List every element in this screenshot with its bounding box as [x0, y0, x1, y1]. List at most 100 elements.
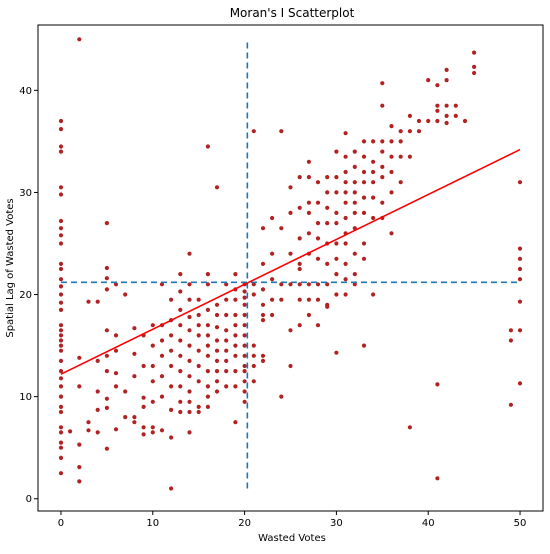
data-point: [288, 363, 293, 369]
data-point: [58, 323, 64, 328]
data-point: [205, 323, 210, 328]
data-point: [141, 404, 146, 409]
x-tick-label: 10: [146, 518, 159, 529]
chart-title: Moran's I Scatterplot: [230, 6, 355, 20]
data-point: [306, 210, 311, 215]
data-point: [325, 205, 330, 210]
data-point: [453, 103, 458, 108]
data-point: [205, 343, 210, 348]
data-point: [58, 384, 64, 389]
data-point: [58, 127, 64, 132]
data-point: [306, 297, 311, 302]
data-point: [169, 384, 174, 389]
data-point: [325, 304, 330, 309]
data-point: [435, 108, 440, 113]
data-point: [361, 241, 367, 246]
data-point: [214, 312, 220, 318]
data-point: [196, 363, 201, 369]
data-point: [141, 432, 146, 437]
data-point: [95, 407, 100, 412]
data-point: [169, 486, 174, 491]
data-point: [416, 118, 422, 124]
data-point: [196, 348, 201, 353]
data-point: [187, 282, 192, 287]
data-point: [58, 218, 64, 224]
data-point: [214, 325, 220, 330]
data-point: [407, 425, 412, 430]
data-point: [343, 200, 348, 205]
data-point: [150, 379, 155, 384]
data-point: [196, 333, 201, 338]
y-tick-label: 20: [19, 290, 32, 301]
data-point: [104, 328, 109, 333]
data-point: [214, 358, 220, 363]
data-point: [288, 210, 293, 215]
data-point: [297, 266, 302, 272]
data-point: [334, 241, 339, 246]
data-point: [270, 215, 275, 221]
data-point: [352, 282, 357, 287]
data-point: [325, 175, 330, 180]
data-point: [178, 307, 183, 312]
data-point: [104, 369, 109, 374]
data-point: [352, 272, 357, 277]
data-point: [224, 282, 229, 287]
data-point: [178, 384, 183, 389]
data-point: [113, 282, 119, 287]
data-point: [104, 287, 109, 292]
data-point: [242, 323, 247, 328]
data-point: [77, 479, 82, 484]
data-point: [343, 215, 348, 221]
data-point: [187, 409, 192, 415]
data-point: [104, 353, 109, 358]
data-point: [224, 297, 229, 302]
data-point: [334, 190, 339, 195]
data-point: [77, 465, 82, 470]
data-point: [86, 428, 91, 433]
data-point: [178, 399, 183, 404]
data-point: [343, 154, 348, 159]
data-point: [315, 236, 321, 241]
x-axis-label: Wasted Votes: [258, 533, 326, 544]
data-point: [297, 297, 302, 302]
data-point: [150, 343, 155, 348]
data-point: [187, 389, 192, 394]
data-point: [389, 169, 394, 175]
data-point: [58, 192, 64, 197]
y-tick-label: 0: [26, 494, 32, 505]
data-point: [58, 328, 64, 333]
data-point: [233, 297, 238, 302]
data-point: [288, 185, 293, 190]
data-point: [325, 221, 330, 226]
data-point: [352, 200, 357, 205]
data-point: [214, 379, 220, 384]
data-point: [380, 200, 385, 205]
data-point: [352, 164, 357, 169]
data-point: [113, 427, 119, 432]
data-point: [58, 440, 64, 445]
data-point: [123, 389, 128, 394]
y-tick-label: 10: [19, 392, 32, 403]
data-point: [205, 272, 210, 277]
data-point: [334, 210, 339, 215]
data-point: [233, 343, 238, 348]
data-point: [334, 256, 339, 261]
data-point: [380, 175, 385, 180]
data-point: [260, 353, 266, 358]
data-point: [58, 226, 64, 231]
data-point: [58, 277, 64, 282]
data-point: [123, 415, 128, 420]
data-point: [159, 338, 165, 343]
data-point: [77, 355, 82, 360]
data-point: [352, 149, 357, 154]
data-point: [159, 428, 165, 433]
data-point: [279, 282, 284, 287]
data-point: [205, 282, 210, 287]
data-point: [416, 129, 422, 134]
data-point: [260, 358, 266, 363]
data-point: [315, 221, 321, 226]
data-point: [233, 272, 238, 277]
data-point: [371, 292, 376, 297]
data-point: [306, 159, 311, 164]
